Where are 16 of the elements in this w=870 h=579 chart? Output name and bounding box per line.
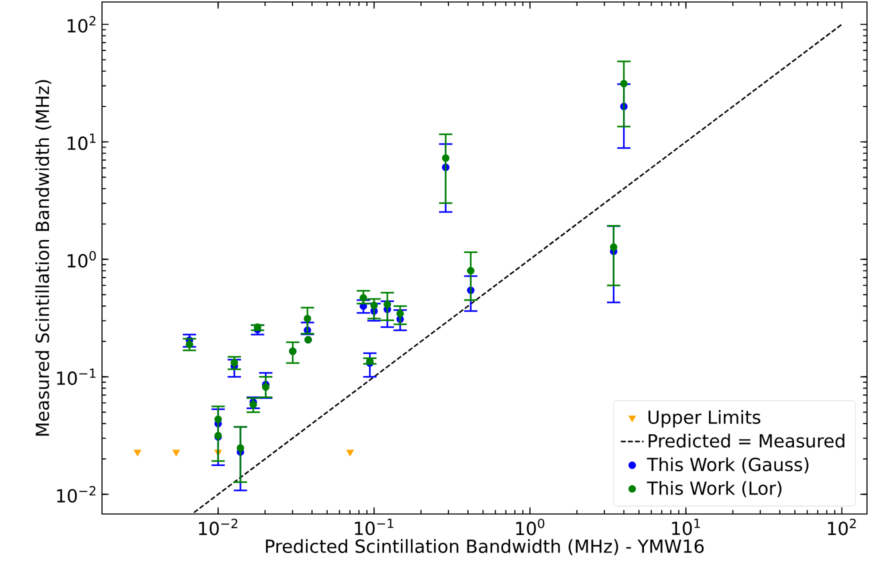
y-tick-label: 10$^{2}$: [68, 16, 96, 33]
x-tick-label: 10$^{−1}$: [354, 518, 394, 536]
y-tick-label: 10$^{−1}$: [57, 368, 96, 386]
x-axis-title: Predicted Scintillation Bandwidth (MHz) - YMW16: [266, 539, 704, 556]
y-tick-label: 10$^{−2}$: [57, 486, 96, 503]
x-tick-label: 10$^{2}$: [828, 518, 856, 536]
y-tick-label: 10$^{1}$: [68, 134, 96, 150]
y-axis-title: Measured Scintillation Bandwidth (MHz): [35, 80, 52, 436]
legend-label: This Work (Gauss): [646, 457, 808, 474]
x-tick-label: 10$^{0}$: [516, 518, 544, 536]
y-tick-label: 10$^{0}$: [68, 251, 96, 268]
x-tick-label: 10$^{−2}$: [199, 518, 238, 536]
x-tick-label: 10$^{1}$: [672, 518, 700, 536]
legend-label: Upper Limits: [648, 410, 760, 428]
legend-label: Predicted = Measured: [648, 434, 844, 448]
legend-label: This Work (Lor): [646, 481, 782, 498]
